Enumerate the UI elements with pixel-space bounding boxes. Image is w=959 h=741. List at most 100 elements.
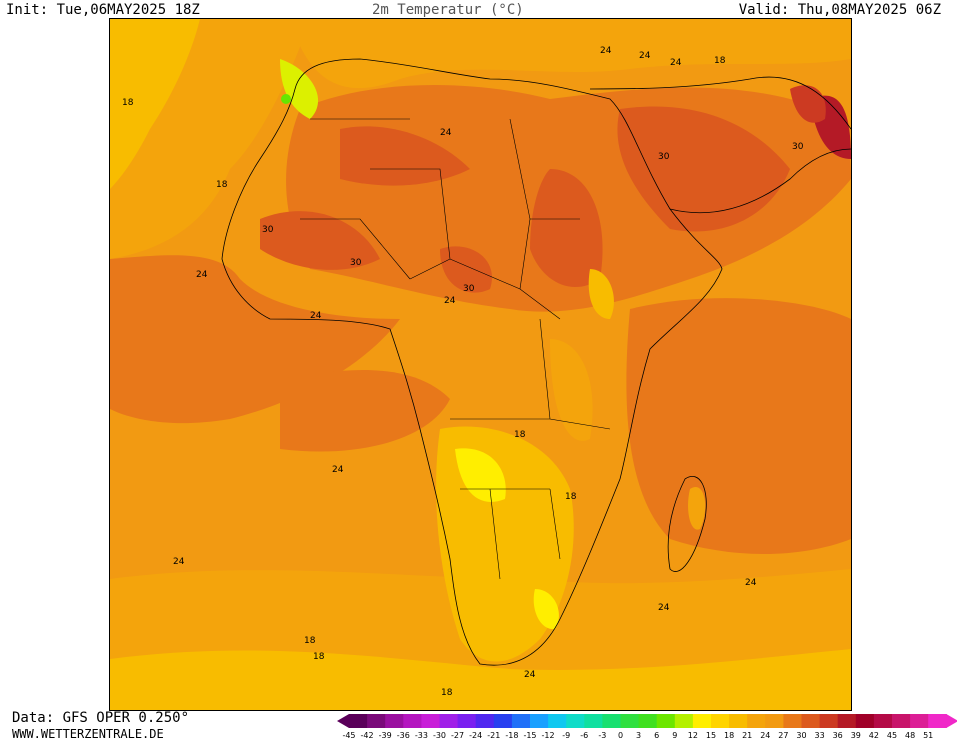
country-borders — [300, 118, 611, 580]
legend-tick-label: -42 — [361, 731, 374, 739]
contour-label: 24 — [444, 296, 456, 306]
data-source: Data: GFS OPER 0.250° — [12, 710, 190, 726]
legend-tick-label: 15 — [706, 731, 716, 739]
legend-swatch — [620, 714, 640, 728]
legend-swatch — [349, 714, 368, 728]
legend-tick-label: 0 — [618, 731, 623, 739]
contour-label: 24 — [310, 311, 322, 321]
legend-swatch — [747, 714, 766, 728]
legend-swatch — [783, 714, 802, 728]
legend-swatch — [819, 714, 839, 728]
contour-label: 18 — [441, 688, 453, 698]
field-18-21-south — [110, 649, 851, 710]
legend-swatch — [493, 714, 513, 728]
legend-swatch — [692, 714, 712, 728]
legend-tick-label: -3 — [598, 731, 606, 739]
field-12-15-kalahari — [455, 448, 506, 502]
legend-tick-label: 36 — [833, 731, 843, 739]
legend-swatch — [910, 714, 929, 728]
field-18-21-ethiopia — [588, 269, 614, 319]
legend-swatch — [765, 714, 784, 728]
legend-tick-label: 21 — [742, 731, 752, 739]
contour-label: 30 — [262, 225, 274, 235]
contour-label: 24 — [524, 670, 536, 680]
contour-label: 30 — [792, 142, 804, 152]
temperature-map[interactable]: 18 24 18 24 30 30 30 24 24 30 24 24 30 18 24 18 24 24 18 24… — [109, 18, 852, 711]
contour-label: 24 — [745, 578, 757, 588]
init-time: Init: Tue,06MAY2025 18Z — [6, 2, 200, 18]
legend-tick-label: -39 — [379, 731, 392, 739]
legend-arrow-right — [946, 714, 957, 728]
legend-swatch — [530, 714, 549, 728]
legend-swatch — [873, 714, 893, 728]
legend-swatch — [837, 714, 857, 728]
legend-tick-label: -27 — [451, 731, 464, 739]
legend-swatch — [892, 714, 911, 728]
valid-time: Valid: Thu,08MAY2025 06Z — [738, 2, 941, 18]
legend-swatch — [511, 714, 531, 728]
legend-tick-label: 39 — [851, 731, 861, 739]
field-21-24-east-africa — [550, 339, 593, 441]
contour-label: 24 — [639, 51, 651, 61]
field-30-33-sudan — [530, 169, 603, 288]
field-18-21-nw — [110, 19, 200, 189]
legend-swatch — [711, 714, 730, 728]
arabia-coastline — [589, 76, 851, 214]
field-30-33-mali — [260, 211, 380, 270]
legend-swatch — [656, 714, 676, 728]
contour-label: 24 — [173, 557, 185, 567]
contour-label: 30 — [463, 284, 475, 294]
legend-swatch — [403, 714, 422, 728]
legend-swatch — [729, 714, 748, 728]
legend-swatch — [638, 714, 658, 728]
legend-tick-label: 27 — [778, 731, 788, 739]
legend-swatch — [928, 714, 947, 728]
contour-label: 30 — [350, 258, 362, 268]
contour-label: 24 — [658, 603, 670, 613]
legend-tick-label: 3 — [636, 731, 641, 739]
legend-tick-label: -15 — [523, 731, 536, 739]
legend-swatch — [566, 714, 585, 728]
field-9-12-atlas — [280, 59, 319, 119]
contour-label: 30 — [658, 152, 670, 162]
legend-arrow-left — [337, 714, 349, 728]
legend-swatch — [801, 714, 821, 728]
legend-tick-label: 18 — [724, 731, 734, 739]
contour-label: 18 — [714, 56, 726, 66]
legend-tick-label: -12 — [542, 731, 555, 739]
map-title: 2m Temperatur (°C) — [372, 2, 524, 18]
legend-tick-label: -6 — [580, 731, 588, 739]
website-credit[interactable]: WWW.WETTERZENTRALE.DE — [12, 727, 164, 741]
contour-label: 24 — [440, 128, 452, 138]
legend-tick-label: -33 — [415, 731, 428, 739]
contour-label: 24 — [600, 46, 612, 56]
legend-swatch — [439, 714, 459, 728]
field-6-9-atlas — [281, 94, 291, 104]
legend-swatch — [602, 714, 621, 728]
contour-label: 18 — [122, 98, 134, 108]
field-21-24-med — [290, 19, 851, 89]
legend-tick-label: -18 — [505, 731, 518, 739]
legend-swatch — [367, 714, 386, 728]
legend-swatch — [548, 714, 567, 728]
color-legend: -45 -42 -39 -36 -33 -3 0 -27 -24 -21 -18 -15 -12 -9 -6… — [337, 714, 957, 739]
legend-tick-label: 6 — [654, 731, 659, 739]
legend-swatch — [457, 714, 477, 728]
field-30-33-arabia — [617, 106, 790, 232]
contour-label: 18 — [565, 492, 577, 502]
legend-tick-label: 12 — [688, 731, 698, 739]
legend-swatch — [475, 714, 495, 728]
africa-coastline — [221, 58, 723, 666]
legend-tick-label: -36 — [397, 731, 410, 739]
contour-label: 18 — [514, 430, 526, 440]
legend-tick-label: -45 — [342, 731, 355, 739]
legend-swatch — [674, 714, 694, 728]
legend-tick-label: -24 — [469, 731, 482, 739]
madagascar-coastline — [667, 476, 707, 572]
legend-tick-label: -9 — [562, 731, 570, 739]
legend-swatch — [855, 714, 875, 728]
legend-swatch — [421, 714, 440, 728]
field-30-33-nw-sahara — [340, 126, 470, 186]
field-21-24-madagascar — [688, 487, 706, 530]
legend-tick-label: -21 — [487, 731, 500, 739]
